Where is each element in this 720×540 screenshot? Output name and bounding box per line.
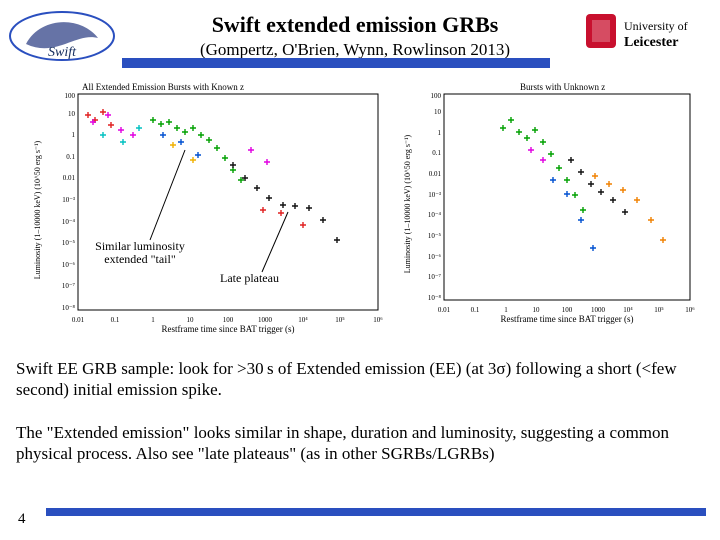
svg-text:Restframe time since BAT trigg: Restframe time since BAT trigger (s) [161,324,294,334]
svg-text:1: 1 [438,129,442,137]
body-paragraph-2: The "Extended emission" looks similar in… [16,422,704,465]
swift-logo-icon: Swift [6,8,118,64]
svg-text:0.01: 0.01 [429,170,442,178]
svg-text:Luminosity (1–10000 keV) (10^5: Luminosity (1–10000 keV) (10^50 erg s⁻¹) [403,134,412,273]
swift-logo: Swift [6,8,118,64]
chart-title: Bursts with Unknown z [520,82,605,92]
svg-text:10⁵: 10⁵ [335,316,345,324]
svg-text:Restframe time since BAT trigg: Restframe time since BAT trigger (s) [500,314,633,324]
svg-text:10⁶: 10⁶ [373,316,383,324]
footer-rule [46,508,706,516]
slide-title: Swift extended emission GRBs [118,12,592,38]
svg-text:10: 10 [68,110,76,118]
charts-row: All Extended Emission Bursts with Known … [30,80,710,340]
svg-text:10: 10 [187,316,195,324]
svg-text:1000: 1000 [591,306,606,314]
svg-text:0.1: 0.1 [66,153,75,161]
svg-text:10⁻⁷: 10⁻⁷ [428,273,442,281]
svg-text:Swift: Swift [48,45,77,60]
svg-text:0.1: 0.1 [471,306,480,314]
svg-text:10: 10 [434,108,442,116]
svg-text:10⁻⁶: 10⁻⁶ [62,261,76,269]
svg-text:1: 1 [72,131,76,139]
svg-text:100: 100 [431,92,442,100]
svg-text:0.01: 0.01 [63,174,76,182]
svg-text:10: 10 [533,306,541,314]
svg-text:10⁻³: 10⁻³ [62,196,75,204]
svg-text:10⁶: 10⁶ [685,306,695,314]
annotation-tail: Similar luminosity extended "tail" [80,240,200,266]
svg-text:10⁻⁸: 10⁻⁸ [62,304,76,312]
slide-subtitle: (Gompertz, O'Brien, Wynn, Rowlinson 2013… [118,40,592,60]
svg-text:10⁵: 10⁵ [654,306,664,314]
chart-title: All Extended Emission Bursts with Known … [82,82,244,92]
svg-text:1: 1 [504,306,508,314]
leicester-logo-icon: University of Leicester [584,8,712,58]
svg-text:10⁴: 10⁴ [623,306,633,314]
page-number: 4 [18,511,26,528]
header-thickbar [122,64,550,68]
svg-text:10⁻⁶: 10⁻⁶ [428,253,442,261]
svg-text:10⁻³: 10⁻³ [428,191,441,199]
annotation-plateau: Late plateau [220,272,279,285]
annotation-tail-text: Similar luminosity extended "tail" [95,239,185,266]
slide: Swift Swift extended emission GRBs (Gomp… [0,0,720,540]
svg-text:10⁴: 10⁴ [298,316,308,324]
svg-text:0.1: 0.1 [111,316,120,324]
body-paragraph-1: Swift EE GRB sample: look for >30 s of E… [16,358,704,401]
chart-known-z: All Extended Emission Bursts with Known … [30,80,390,335]
svg-text:100: 100 [65,92,76,100]
svg-text:100: 100 [223,316,234,324]
annotation-plateau-text: Late plateau [220,271,279,285]
leicester-logo: University of Leicester [584,8,712,58]
svg-text:1000: 1000 [258,316,273,324]
svg-text:Luminosity (1–10000 keV) (10^5: Luminosity (1–10000 keV) (10^50 erg s⁻¹) [33,140,42,279]
svg-text:0.1: 0.1 [432,149,441,157]
svg-text:10⁻⁵: 10⁻⁵ [428,232,442,240]
svg-text:1: 1 [151,316,155,324]
svg-text:0.01: 0.01 [438,306,451,314]
svg-text:Leicester: Leicester [624,35,678,50]
svg-text:10⁻⁷: 10⁻⁷ [62,282,76,290]
svg-text:10⁻⁴: 10⁻⁴ [428,211,442,219]
svg-text:10⁻⁴: 10⁻⁴ [62,218,76,226]
svg-text:University of: University of [624,19,688,33]
svg-text:10⁻⁵: 10⁻⁵ [62,239,76,247]
svg-text:100: 100 [562,306,573,314]
svg-text:10⁻⁸: 10⁻⁸ [428,294,442,302]
svg-text:0.01: 0.01 [72,316,85,324]
chart-unknown-z: Bursts with Unknown z Luminosity (1–1000… [400,80,700,325]
